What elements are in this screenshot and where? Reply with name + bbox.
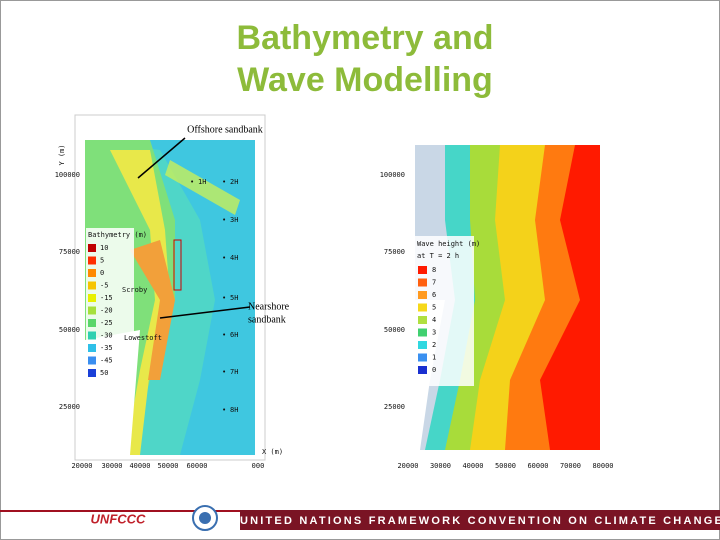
station-label: 3H bbox=[230, 216, 238, 224]
legend-swatch bbox=[88, 344, 96, 352]
legend-swatch bbox=[88, 369, 96, 377]
x-tick-label: 60000 bbox=[186, 462, 207, 470]
legend-swatch bbox=[88, 319, 96, 327]
legend-label: 8 bbox=[432, 266, 436, 274]
x-tick-label: 80000 bbox=[592, 462, 613, 470]
legend-swatch bbox=[88, 294, 96, 302]
x-tick-label: 40000 bbox=[462, 462, 483, 470]
legend-label: -25 bbox=[100, 319, 113, 327]
legend-swatch bbox=[88, 356, 96, 365]
legend-label: 0 bbox=[432, 366, 436, 374]
legend-label: 2 bbox=[432, 341, 436, 349]
station-marker: • bbox=[190, 178, 194, 186]
station-label: 4H bbox=[230, 254, 238, 262]
legend-label: 1 bbox=[432, 354, 436, 362]
x-tick-label: 50000 bbox=[157, 462, 178, 470]
legend-label: 7 bbox=[432, 279, 436, 287]
legend-swatch bbox=[418, 291, 427, 299]
bathymetry-map bbox=[74, 114, 266, 461]
legend-swatch bbox=[88, 256, 96, 265]
y-tick-label: 25000 bbox=[59, 403, 80, 411]
station-label: 2H bbox=[230, 178, 238, 186]
footer-logo: UNFCCC bbox=[91, 511, 146, 526]
annotation: Offshore sandbank bbox=[187, 124, 263, 135]
x-tick-label: 40000 bbox=[129, 462, 150, 470]
annotation: sandbank bbox=[248, 314, 286, 325]
title-line: Wave Modelling bbox=[237, 61, 493, 99]
legend-swatch bbox=[418, 341, 427, 349]
legend-label: -5 bbox=[100, 282, 108, 290]
place-label: Scroby bbox=[122, 286, 147, 294]
legend-label: 10 bbox=[100, 244, 108, 252]
station-marker: • bbox=[222, 254, 226, 262]
x-tick-label: 30000 bbox=[101, 462, 122, 470]
footer-band bbox=[240, 510, 720, 530]
station-label: 8H bbox=[230, 406, 238, 414]
legend-label: 0 bbox=[100, 269, 104, 277]
legend-label: -35 bbox=[100, 344, 113, 352]
x-tick-label: 20000 bbox=[71, 462, 92, 470]
wave-map bbox=[370, 140, 610, 460]
legend-title: Bathymetry (m) bbox=[88, 231, 147, 239]
station-label: 6H bbox=[230, 331, 238, 339]
legend-label: -20 bbox=[100, 307, 113, 315]
y-tick-label: 100000 bbox=[380, 171, 405, 179]
station-marker: • bbox=[222, 216, 226, 224]
legend-swatch bbox=[418, 278, 427, 287]
axis-label: Y (m) bbox=[58, 144, 66, 165]
legend-label: -30 bbox=[100, 332, 113, 340]
legend-label: 5 bbox=[100, 257, 104, 265]
title-line: Bathymetry and bbox=[237, 19, 494, 57]
legend-swatch bbox=[418, 266, 427, 274]
y-tick-label: 50000 bbox=[59, 326, 80, 334]
legend-swatch bbox=[88, 269, 96, 277]
place-label: Lowestoft bbox=[124, 334, 162, 342]
legend-swatch bbox=[88, 306, 96, 315]
x-tick-label: 60000 bbox=[527, 462, 548, 470]
station-marker: • bbox=[222, 178, 226, 186]
legend-label: 6 bbox=[432, 291, 436, 299]
y-tick-label: 75000 bbox=[59, 248, 80, 256]
legend-swatch bbox=[88, 281, 96, 290]
y-tick-label: 25000 bbox=[384, 403, 405, 411]
legend-label: 3 bbox=[432, 329, 436, 337]
legend-subtitle: at T = 2 h bbox=[417, 252, 459, 260]
legend-label: -15 bbox=[100, 294, 113, 302]
footer-text: UNITED NATIONS FRAMEWORK CONVENTION ON C… bbox=[240, 515, 720, 527]
legend-swatch bbox=[418, 353, 427, 362]
axis-label: X (m) bbox=[262, 448, 283, 456]
legend-label: 50 bbox=[100, 369, 108, 377]
legend-swatch bbox=[418, 328, 427, 337]
annotation: Nearshore bbox=[248, 301, 290, 312]
station-label: 1H bbox=[198, 178, 206, 186]
x-tick-label: 70000 bbox=[560, 462, 581, 470]
station-marker: • bbox=[222, 406, 226, 414]
legend-swatch bbox=[88, 244, 96, 252]
station-marker: • bbox=[222, 331, 226, 339]
legend-label: 5 bbox=[432, 304, 436, 312]
legend-label: -45 bbox=[100, 357, 113, 365]
station-label: 5H bbox=[230, 294, 238, 302]
legend-title: Wave height (m) bbox=[417, 240, 480, 248]
x-tick-label: 30000 bbox=[430, 462, 451, 470]
legend-swatch bbox=[418, 316, 427, 324]
x-tick-label: 000 bbox=[252, 462, 265, 470]
legend-swatch bbox=[418, 366, 427, 374]
legend-swatch bbox=[418, 303, 427, 312]
x-tick-label: 50000 bbox=[495, 462, 516, 470]
station-marker: • bbox=[222, 294, 226, 302]
station-label: 7H bbox=[230, 368, 238, 376]
y-tick-label: 75000 bbox=[384, 248, 405, 256]
un-emblem bbox=[199, 512, 211, 524]
x-tick-label: 20000 bbox=[397, 462, 418, 470]
legend-swatch bbox=[88, 331, 96, 340]
y-tick-label: 50000 bbox=[384, 326, 405, 334]
station-marker: • bbox=[222, 368, 226, 376]
legend-label: 4 bbox=[432, 316, 436, 324]
y-tick-label: 100000 bbox=[55, 171, 80, 179]
